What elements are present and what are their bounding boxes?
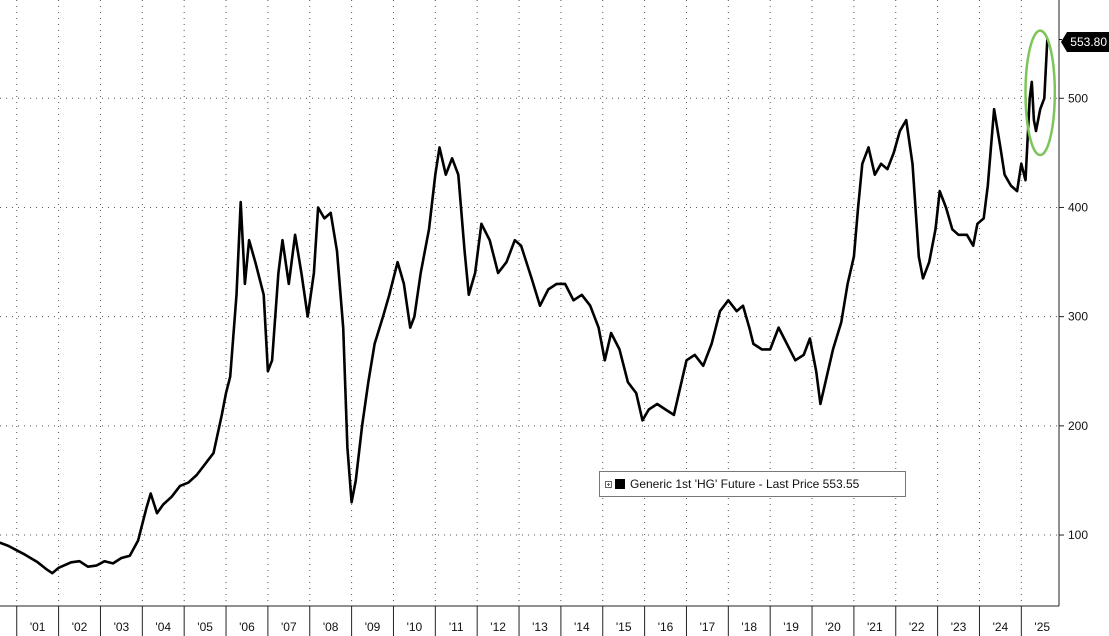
grid bbox=[0, 0, 1059, 606]
last-price-badge: 553.80 bbox=[1061, 32, 1109, 52]
y-tick-label: 500 bbox=[1068, 91, 1088, 105]
y-axis: 100 200 300 400 500 bbox=[1058, 0, 1088, 606]
x-tick-label: '18 bbox=[741, 620, 757, 634]
x-tick-label: '14 bbox=[574, 620, 590, 634]
x-tick-label: '01 bbox=[30, 620, 46, 634]
x-tick-label: '12 bbox=[490, 620, 506, 634]
x-tick-label: '21 bbox=[867, 620, 883, 634]
x-tick-label: '09 bbox=[365, 620, 381, 634]
y-tick-label: 400 bbox=[1068, 200, 1088, 214]
y-tick-label: 100 bbox=[1068, 528, 1088, 542]
legend-swatch bbox=[615, 479, 625, 489]
legend-expand-icon[interactable] bbox=[605, 480, 612, 488]
legend-label: Generic 1st 'HG' Future - Last Price 553… bbox=[630, 477, 860, 491]
x-tick-label: '15 bbox=[616, 620, 632, 634]
x-tick-label: '06 bbox=[239, 620, 255, 634]
legend[interactable]: Generic 1st 'HG' Future - Last Price 553… bbox=[599, 471, 906, 497]
x-tick-label: '07 bbox=[281, 620, 297, 634]
x-tick-label: '04 bbox=[155, 620, 171, 634]
x-tick-label: '20 bbox=[825, 620, 841, 634]
x-tick-label: '16 bbox=[658, 620, 674, 634]
x-tick-label: '03 bbox=[114, 620, 130, 634]
highlight-ellipse bbox=[1024, 29, 1057, 157]
x-tick-label: '23 bbox=[951, 620, 967, 634]
x-tick-label: '13 bbox=[532, 620, 548, 634]
x-tick-label: '11 bbox=[449, 620, 464, 634]
x-tick-label: '08 bbox=[323, 620, 339, 634]
x-tick-label: '19 bbox=[783, 620, 799, 634]
series-line bbox=[0, 38, 1049, 575]
x-tick-label: '10 bbox=[407, 620, 423, 634]
x-tick-label: '17 bbox=[700, 620, 716, 634]
x-tick-label: '02 bbox=[72, 620, 88, 634]
x-tick-label: '25 bbox=[1034, 620, 1050, 634]
annotations-layer bbox=[1024, 29, 1057, 157]
x-axis: '01 '02 '03 '04 '05 '06 '07 '08 '09 '10 '11 '12 '13 '… bbox=[0, 605, 1059, 636]
x-tick-label: '22 bbox=[909, 620, 925, 634]
x-tick-label: '24 bbox=[993, 620, 1009, 634]
y-tick-label: 200 bbox=[1068, 419, 1088, 433]
plot-background bbox=[0, 0, 1059, 606]
x-tick-label: '05 bbox=[197, 620, 213, 634]
y-tick-label: 300 bbox=[1068, 310, 1088, 324]
